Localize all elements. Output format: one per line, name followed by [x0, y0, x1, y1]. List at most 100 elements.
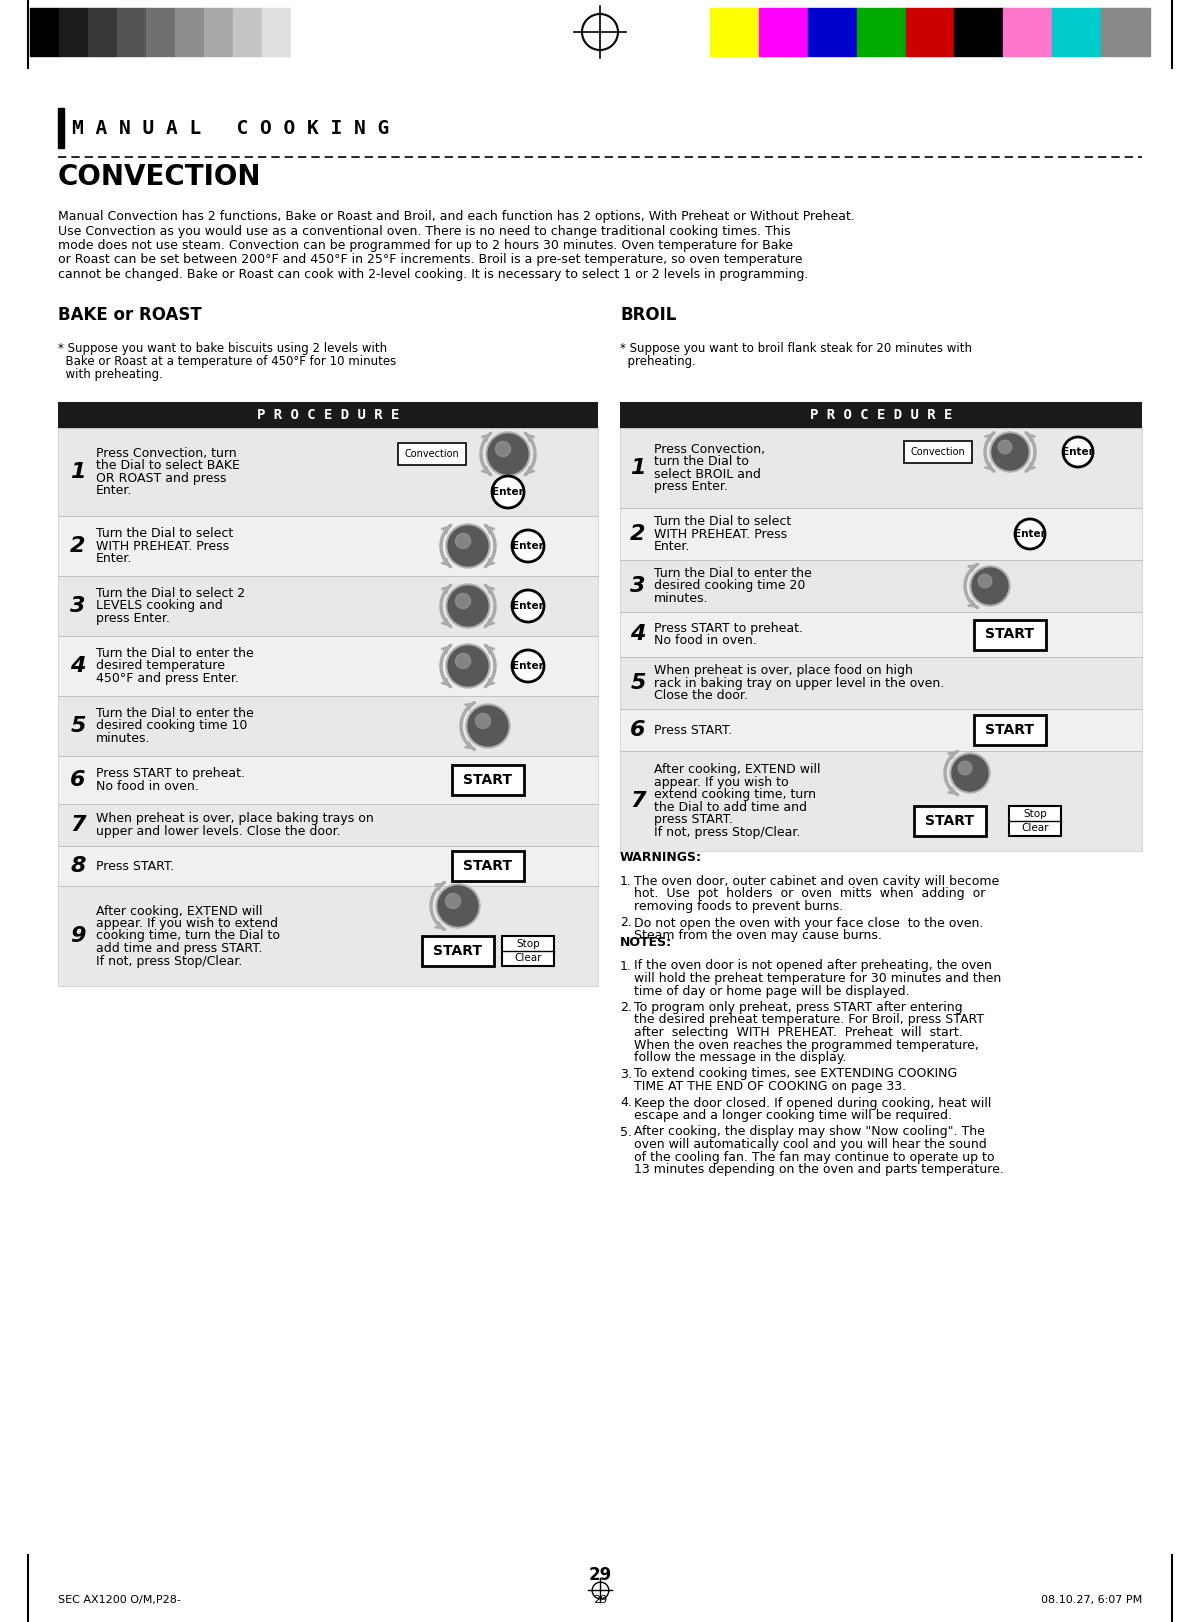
- Circle shape: [475, 714, 491, 728]
- Text: cooking time, turn the Dial to: cooking time, turn the Dial to: [96, 929, 280, 942]
- Circle shape: [1063, 436, 1093, 467]
- Text: Enter.: Enter.: [96, 551, 132, 564]
- Text: CONVECTION: CONVECTION: [58, 162, 262, 191]
- Text: After cooking, EXTEND will: After cooking, EXTEND will: [96, 905, 263, 918]
- Text: 1.: 1.: [620, 874, 632, 887]
- Circle shape: [466, 704, 510, 748]
- Text: time of day or home page will be displayed.: time of day or home page will be display…: [634, 985, 910, 998]
- Text: When the oven reaches the programmed temperature,: When the oven reaches the programmed tem…: [634, 1038, 979, 1051]
- FancyBboxPatch shape: [974, 620, 1046, 649]
- Text: hot.  Use  pot  holders  or  oven  mitts  when  adding  or: hot. Use pot holders or oven mitts when …: [634, 887, 985, 900]
- Text: WITH PREHEAT. Press: WITH PREHEAT. Press: [654, 527, 787, 540]
- Circle shape: [998, 440, 1012, 454]
- Circle shape: [436, 884, 480, 928]
- Bar: [292, 8, 320, 57]
- Bar: [758, 8, 808, 57]
- Text: 6: 6: [71, 770, 85, 790]
- Circle shape: [992, 435, 1028, 470]
- Text: after  selecting  WITH  PREHEAT.  Preheat  will  start.: after selecting WITH PREHEAT. Preheat wi…: [634, 1027, 962, 1040]
- FancyBboxPatch shape: [58, 805, 598, 847]
- Bar: [233, 8, 262, 57]
- Text: 5: 5: [71, 715, 85, 736]
- Text: 4.: 4.: [620, 1096, 632, 1109]
- Text: M A N U A L   C O O K I N G: M A N U A L C O O K I N G: [72, 118, 389, 138]
- FancyBboxPatch shape: [914, 806, 986, 835]
- Text: 4: 4: [71, 655, 85, 676]
- Bar: [175, 8, 204, 57]
- Text: WARNINGS:: WARNINGS:: [620, 852, 702, 865]
- Text: SEC AX1200 O/M,P28-: SEC AX1200 O/M,P28-: [58, 1594, 181, 1606]
- FancyBboxPatch shape: [422, 936, 494, 967]
- Text: press Enter.: press Enter.: [654, 480, 728, 493]
- Text: If the oven door is not opened after preheating, the oven: If the oven door is not opened after pre…: [634, 960, 992, 973]
- Bar: [30, 8, 59, 57]
- Text: Convection: Convection: [404, 449, 460, 459]
- Text: with preheating.: with preheating.: [58, 368, 163, 381]
- Text: After cooking, EXTEND will: After cooking, EXTEND will: [654, 764, 821, 777]
- Bar: [262, 8, 292, 57]
- Text: oven will automatically cool and you will hear the sound: oven will automatically cool and you wil…: [634, 1139, 986, 1152]
- Text: appear. If you wish to: appear. If you wish to: [654, 775, 788, 788]
- FancyBboxPatch shape: [620, 508, 1142, 560]
- Circle shape: [486, 431, 530, 475]
- Text: preheating.: preheating.: [620, 355, 696, 368]
- FancyBboxPatch shape: [1009, 806, 1061, 835]
- Text: 9: 9: [71, 926, 85, 946]
- FancyBboxPatch shape: [620, 751, 1142, 852]
- Text: START: START: [433, 944, 482, 959]
- Circle shape: [488, 435, 528, 474]
- FancyBboxPatch shape: [58, 696, 598, 756]
- Circle shape: [972, 568, 1008, 603]
- Circle shape: [446, 524, 490, 568]
- Text: the Dial to add time and: the Dial to add time and: [654, 801, 808, 814]
- Text: 1: 1: [630, 457, 646, 478]
- Text: 2.: 2.: [620, 916, 632, 929]
- Bar: [1003, 8, 1052, 57]
- Circle shape: [492, 475, 524, 508]
- Circle shape: [512, 590, 544, 621]
- Text: Clear: Clear: [1021, 822, 1049, 834]
- Text: Press START to preheat.: Press START to preheat.: [654, 621, 803, 634]
- Text: 1: 1: [71, 462, 85, 482]
- FancyBboxPatch shape: [452, 852, 524, 881]
- FancyBboxPatch shape: [58, 847, 598, 886]
- Text: * Suppose you want to broil flank steak for 20 minutes with: * Suppose you want to broil flank steak …: [620, 342, 972, 355]
- Text: Turn the Dial to enter the: Turn the Dial to enter the: [96, 707, 253, 720]
- Circle shape: [958, 761, 972, 775]
- Text: Turn the Dial to enter the: Turn the Dial to enter the: [654, 568, 811, 581]
- Text: press Enter.: press Enter.: [96, 611, 170, 624]
- Text: Press START.: Press START.: [654, 723, 732, 736]
- Circle shape: [512, 650, 544, 681]
- Text: Press START to preheat.: Press START to preheat.: [96, 767, 245, 780]
- FancyBboxPatch shape: [620, 611, 1142, 657]
- Circle shape: [448, 586, 488, 626]
- Text: Do not open the oven with your face close  to the oven.: Do not open the oven with your face clos…: [634, 916, 983, 929]
- Text: Turn the Dial to select: Turn the Dial to select: [96, 527, 233, 540]
- Bar: [204, 8, 233, 57]
- Text: START: START: [985, 628, 1034, 641]
- FancyBboxPatch shape: [58, 428, 598, 516]
- Circle shape: [456, 534, 470, 548]
- Text: or Roast can be set between 200°F and 450°F in 25°F increments. Broil is a pre-s: or Roast can be set between 200°F and 45…: [58, 253, 803, 266]
- Text: Enter: Enter: [1014, 529, 1046, 539]
- Text: 5: 5: [630, 673, 646, 693]
- FancyBboxPatch shape: [974, 715, 1046, 744]
- Text: Turn the Dial to enter the: Turn the Dial to enter the: [96, 647, 253, 660]
- Text: Enter.: Enter.: [96, 485, 132, 498]
- Text: desired cooking time 20: desired cooking time 20: [654, 579, 805, 592]
- Text: Enter: Enter: [512, 542, 544, 551]
- FancyBboxPatch shape: [502, 936, 554, 967]
- Text: follow the message in the display.: follow the message in the display.: [634, 1051, 846, 1064]
- Text: mode does not use steam. Convection can be programmed for up to 2 hours 30 minut: mode does not use steam. Convection can …: [58, 238, 793, 251]
- Text: minutes.: minutes.: [96, 732, 150, 744]
- Bar: [1052, 8, 1102, 57]
- Circle shape: [456, 654, 470, 668]
- Text: 450°F and press Enter.: 450°F and press Enter.: [96, 672, 239, 684]
- FancyBboxPatch shape: [904, 441, 972, 462]
- FancyBboxPatch shape: [620, 560, 1142, 611]
- Circle shape: [438, 886, 478, 926]
- Text: desired cooking time 10: desired cooking time 10: [96, 720, 247, 733]
- Text: Enter: Enter: [492, 487, 524, 496]
- Bar: [88, 8, 118, 57]
- Text: To extend cooking times, see EXTENDING COOKING: To extend cooking times, see EXTENDING C…: [634, 1067, 958, 1080]
